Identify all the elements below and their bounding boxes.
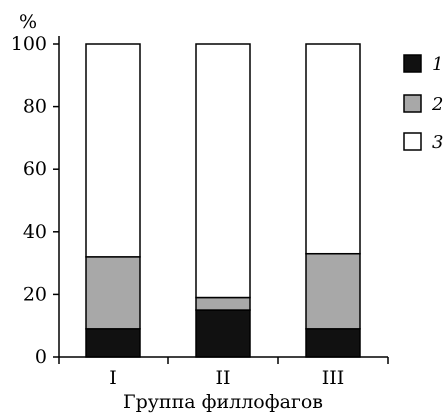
y-axis-title: % (19, 11, 37, 33)
bar-segment-III-series-2 (305, 252, 361, 330)
y-tick-label-80: 80 (23, 96, 47, 118)
x-tick-label-I: I (109, 367, 117, 389)
legend-swatch-3 (403, 132, 422, 151)
bar-segment-II-series-1 (195, 309, 251, 358)
legend: 1 2 3 (403, 54, 443, 153)
x-axis-title: Группа филлофагов (123, 391, 323, 413)
bar-segment-I-series-3 (85, 43, 141, 258)
y-tick-label-0: 0 (35, 346, 47, 368)
legend-label-2: 2 (431, 94, 443, 115)
bar-segment-II-series-3 (195, 43, 251, 299)
legend-swatch-1 (403, 54, 422, 73)
x-tick-label-II: II (215, 367, 230, 389)
bar-segment-III-series-3 (305, 43, 361, 255)
y-tick-label-20: 20 (23, 283, 47, 305)
legend-label-3: 3 (432, 132, 443, 153)
x-tick-label-III: III (322, 367, 345, 389)
legend-swatch-2 (403, 94, 422, 113)
y-tick-label-60: 60 (23, 158, 47, 180)
legend-label-1: 1 (432, 54, 443, 75)
bar-segment-I-series-2 (85, 256, 141, 330)
bar-segment-III-series-1 (305, 328, 361, 358)
y-tick-label-40: 40 (23, 221, 47, 243)
y-tick-label-100: 100 (11, 33, 47, 55)
bar-segment-I-series-1 (85, 328, 141, 358)
bar-segment-II-series-2 (195, 296, 251, 311)
bars-group (85, 43, 361, 358)
